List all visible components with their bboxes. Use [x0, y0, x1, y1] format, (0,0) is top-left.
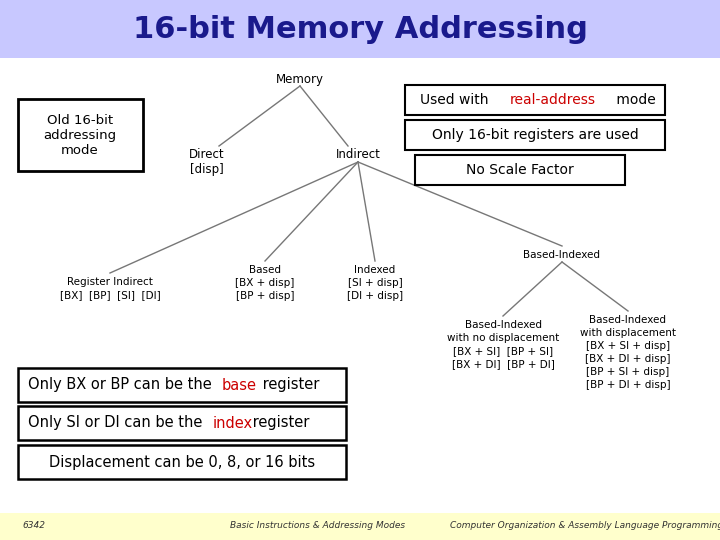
Text: Computer Organization & Assembly Language ProgrammingSlide: Computer Organization & Assembly Languag… [450, 522, 720, 530]
Text: [BX + DI]  [BP + DI]: [BX + DI] [BP + DI] [451, 359, 554, 369]
Text: Based-Indexed: Based-Indexed [523, 250, 600, 260]
FancyBboxPatch shape [18, 368, 346, 402]
FancyBboxPatch shape [18, 445, 346, 479]
Text: [BX + disp]: [BX + disp] [235, 278, 294, 288]
Text: [disp]: [disp] [190, 163, 224, 176]
Text: [BX + DI + disp]: [BX + DI + disp] [585, 354, 671, 364]
Text: Indirect: Indirect [336, 148, 380, 161]
Text: Displacement can be 0, 8, or 16 bits: Displacement can be 0, 8, or 16 bits [49, 455, 315, 469]
Text: Based-Indexed: Based-Indexed [590, 315, 667, 325]
Text: Direct: Direct [189, 148, 225, 161]
FancyBboxPatch shape [18, 406, 346, 440]
Text: register: register [248, 415, 310, 430]
FancyBboxPatch shape [405, 85, 665, 115]
Text: 6342: 6342 [22, 522, 45, 530]
Text: Based: Based [249, 265, 281, 275]
Text: with displacement: with displacement [580, 328, 676, 338]
FancyBboxPatch shape [0, 0, 720, 58]
Text: base: base [222, 377, 257, 393]
Text: 16-bit Memory Addressing: 16-bit Memory Addressing [132, 15, 588, 44]
Text: index: index [213, 415, 253, 430]
Text: Old 16-bit
addressing
mode: Old 16-bit addressing mode [43, 113, 117, 157]
Text: Memory: Memory [276, 73, 324, 86]
Text: Register Indirect: Register Indirect [67, 277, 153, 287]
Text: Only SI or DI can be the: Only SI or DI can be the [28, 415, 207, 430]
Text: Basic Instructions & Addressing Modes: Basic Instructions & Addressing Modes [230, 522, 405, 530]
FancyBboxPatch shape [405, 120, 665, 150]
Text: real-address: real-address [510, 93, 596, 107]
Text: [BP + disp]: [BP + disp] [235, 291, 294, 301]
Text: register: register [258, 377, 320, 393]
Text: with no displacement: with no displacement [447, 333, 559, 343]
Text: Used with: Used with [420, 93, 493, 107]
FancyBboxPatch shape [17, 99, 143, 171]
Text: No Scale Factor: No Scale Factor [466, 163, 574, 177]
Text: [BX]  [BP]  [SI]  [DI]: [BX] [BP] [SI] [DI] [60, 290, 161, 300]
Text: [BX + SI]  [BP + SI]: [BX + SI] [BP + SI] [453, 346, 553, 356]
Text: Indexed: Indexed [354, 265, 395, 275]
Text: [DI + disp]: [DI + disp] [347, 291, 403, 301]
Text: Based-Indexed: Based-Indexed [464, 320, 541, 330]
Text: Only BX or BP can be the: Only BX or BP can be the [28, 377, 217, 393]
FancyBboxPatch shape [0, 513, 720, 540]
Text: Only 16-bit registers are used: Only 16-bit registers are used [431, 128, 639, 142]
Text: [SI + disp]: [SI + disp] [348, 278, 402, 288]
Text: mode: mode [612, 93, 656, 107]
Text: [BP + DI + disp]: [BP + DI + disp] [585, 380, 670, 390]
Text: [BP + SI + disp]: [BP + SI + disp] [586, 367, 670, 377]
Text: [BX + SI + disp]: [BX + SI + disp] [586, 341, 670, 351]
FancyBboxPatch shape [415, 155, 625, 185]
